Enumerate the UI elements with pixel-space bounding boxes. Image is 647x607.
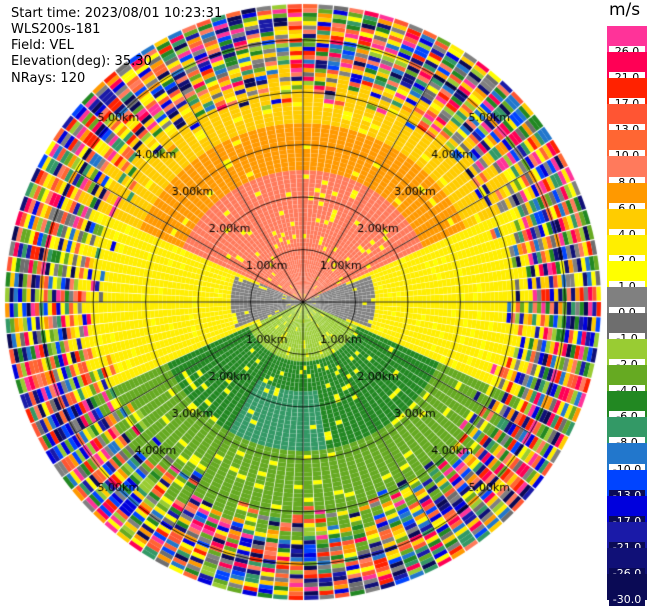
instrument-label: WLS200s-181: [11, 22, 101, 37]
nrays-label: NRays: 120: [11, 71, 86, 86]
colorbar: 26.021.017.013.010.08.06.04.02.01.00.0-1…: [607, 0, 647, 607]
colorbar-tick-label: -30.0: [609, 594, 645, 606]
ppi-velocity-plot: [0, 0, 607, 607]
start-time-label: Start time: 2023/08/01 10:23:31: [11, 6, 223, 21]
field-label: Field: VEL: [11, 38, 74, 53]
elevation-label: Elevation(deg): 35.30: [11, 54, 152, 69]
colorbar-unit: m/s: [609, 0, 641, 20]
